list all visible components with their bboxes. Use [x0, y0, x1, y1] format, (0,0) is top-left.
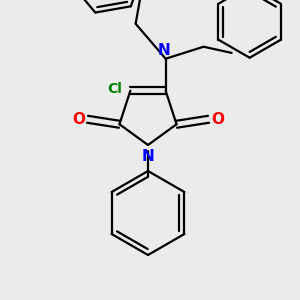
Text: O: O: [72, 112, 85, 127]
Text: Cl: Cl: [107, 82, 122, 96]
Text: O: O: [211, 112, 224, 127]
Text: N: N: [142, 149, 154, 164]
Text: N: N: [157, 43, 170, 58]
